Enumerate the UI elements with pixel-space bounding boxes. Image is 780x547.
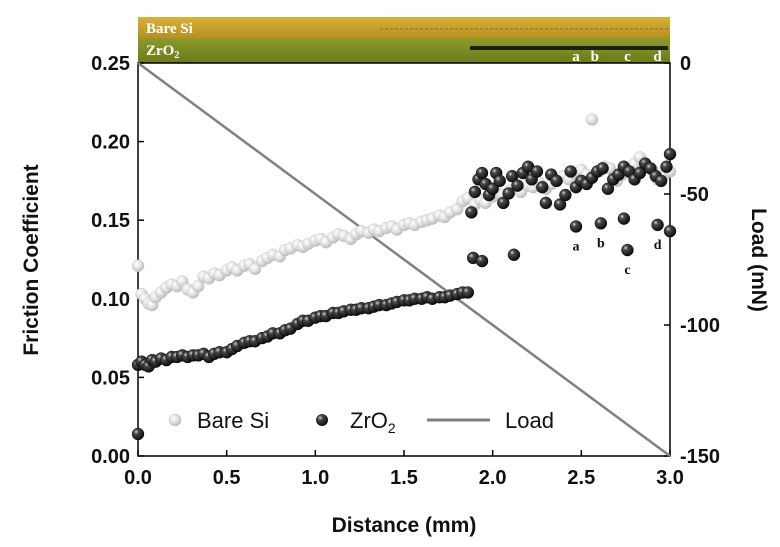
y2-tick-label: -100 [680,315,720,337]
bare-si-point [248,262,262,276]
zro2-point [663,225,677,238]
legend-zro2-text: ZrO [350,408,388,433]
zro2-point [601,182,615,195]
strip-marker-label: b [591,49,599,65]
zro2-point [475,254,489,268]
legend-zro2-label: ZrO2 [350,408,396,436]
x-tick-label: 2.5 [567,467,595,489]
zro2-point [502,187,515,200]
zro2-point [486,182,499,195]
y2-tick-label: -150 [680,446,720,468]
y2-tick-label: 0 [680,53,691,75]
strip-zro2-label: ZrO2 [146,43,179,61]
y-tick-label: 0.05 [91,367,130,389]
zro2-point [617,212,631,225]
zro2-point [475,166,489,180]
x-tick-label: 2.0 [479,467,507,489]
annotation-label: a [573,239,580,254]
zro2-point [633,166,647,180]
zro2-point [654,174,668,188]
zro2-point [511,179,524,192]
y-axis-title: Friction Coefficient [20,164,43,355]
y-tick-label: 0.25 [91,53,130,75]
legend: Bare Si ZrO2 Load [168,408,554,436]
zro2-point [131,427,145,441]
strip-zro2-text: ZrO [146,43,174,59]
zro2-point [559,188,572,202]
bare-si-point [585,113,599,126]
y2-tick-label: -50 [680,184,709,206]
x-tick-label: 0.0 [124,467,152,489]
zro2-point [550,174,563,188]
zro2-point [660,160,673,173]
zro2-point [621,243,634,257]
annotation-label: b [597,236,605,251]
x-axis-title: Distance (mm) [332,514,477,537]
zro2-point [594,217,608,230]
bare-si-point [192,280,205,293]
zro2-point [596,162,609,175]
legend-bare-si-marker [168,413,182,427]
strip-zro2-band [138,38,670,63]
annotation-label: c [624,263,630,278]
strip-zro2-sub: 2 [174,50,179,61]
legend-zro2-sub: 2 [388,420,396,436]
x-tick-label: 1.0 [301,467,329,489]
zro2-point [663,147,677,161]
zro2-point [461,286,475,299]
legend-load-label: Load [505,408,554,433]
x-tick-label: 1.5 [390,467,418,489]
zro2-point [507,248,521,261]
y-tick-label: 0.00 [91,446,130,468]
bare-si-point [131,259,145,272]
zro2-point [493,174,506,188]
zro2-point [651,218,664,232]
zro2-point [539,196,553,210]
strip-marker-label: d [653,49,662,65]
strip-marker-label: a [572,49,580,65]
y-tick-label: 0.15 [91,210,130,232]
legend-zro2-marker [316,414,328,426]
legend-bare-si-label: Bare Si [197,408,269,433]
zro2-point [497,196,510,210]
strip-bare-si-band [138,17,670,38]
x-tick-label: 3.0 [656,467,684,489]
y-tick-label: 0.10 [91,289,130,311]
zro2-point [553,198,567,211]
strip-marker-label: c [624,49,631,65]
zro2-point [569,220,583,233]
zro2-point [465,206,478,219]
zro2-point [536,180,549,194]
strip-bare-si-label: Bare Si [146,21,193,37]
zro2-point [468,185,482,199]
y-tick-label: 0.20 [91,132,130,154]
y2-axis-title: Load (mN) [747,208,770,312]
x-tick-label: 0.5 [213,467,241,489]
zro2-point [530,165,544,178]
load-line [137,61,671,458]
zro2-point [564,165,577,178]
annotation-label: d [654,238,662,253]
